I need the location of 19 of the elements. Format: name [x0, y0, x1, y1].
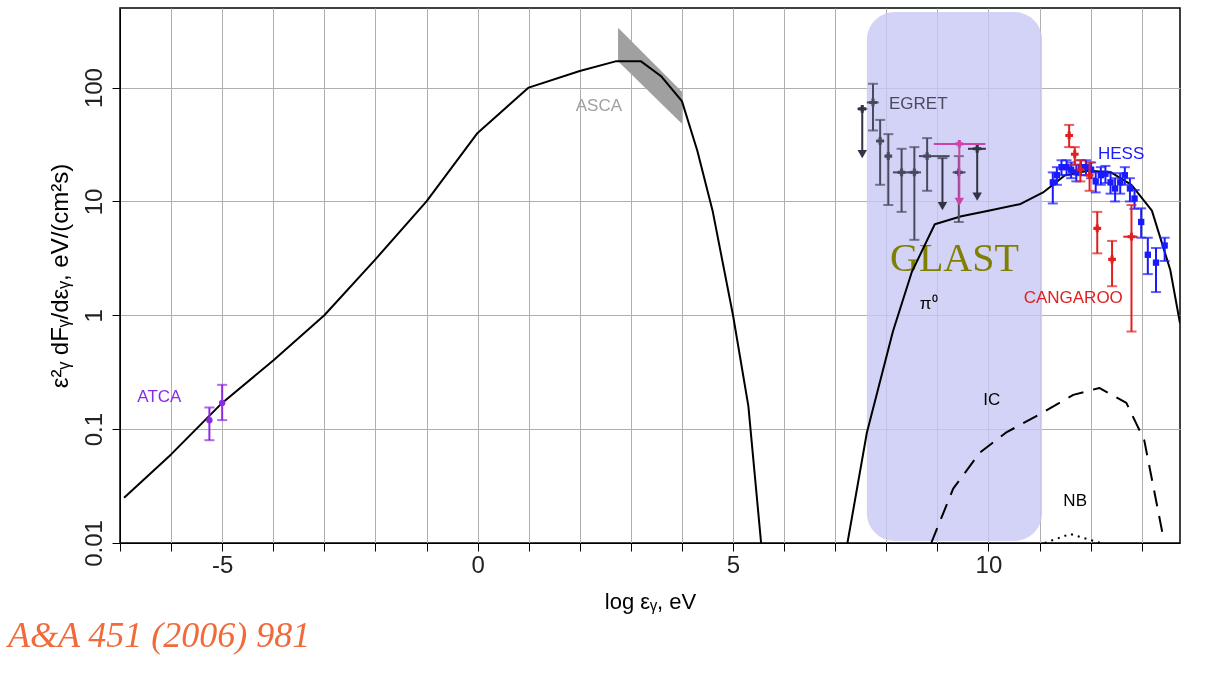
- x-tick-label: 5: [726, 550, 741, 578]
- x-tick-label: -5: [212, 550, 234, 578]
- series-label: ATCA: [137, 387, 183, 407]
- series-label: EGRET: [888, 94, 948, 114]
- x-tick-label: 10: [975, 550, 1003, 578]
- x-tick-label: 0: [471, 550, 485, 578]
- series-label: NB: [1063, 490, 1087, 510]
- series-label: IC: [983, 389, 1001, 409]
- text: A&A 451 (2006) 981: [6, 615, 311, 655]
- y-tick-label: 100: [79, 68, 107, 109]
- series-label: CANGAROO: [1023, 288, 1123, 308]
- y-axis-title: ε²ᵧ dFᵧ/dεᵧ, eV/(cm²s): [45, 163, 73, 389]
- x-axis-title: log εᵧ, eV: [604, 588, 697, 614]
- y-tick-label: 0.1: [79, 412, 107, 447]
- series-label: HESS: [1098, 144, 1145, 164]
- y-tick-label: 1: [79, 309, 107, 323]
- series-label: π⁰: [919, 294, 938, 313]
- y-tick-label: 10: [79, 188, 107, 216]
- y-tick-label: 0.01: [79, 520, 107, 567]
